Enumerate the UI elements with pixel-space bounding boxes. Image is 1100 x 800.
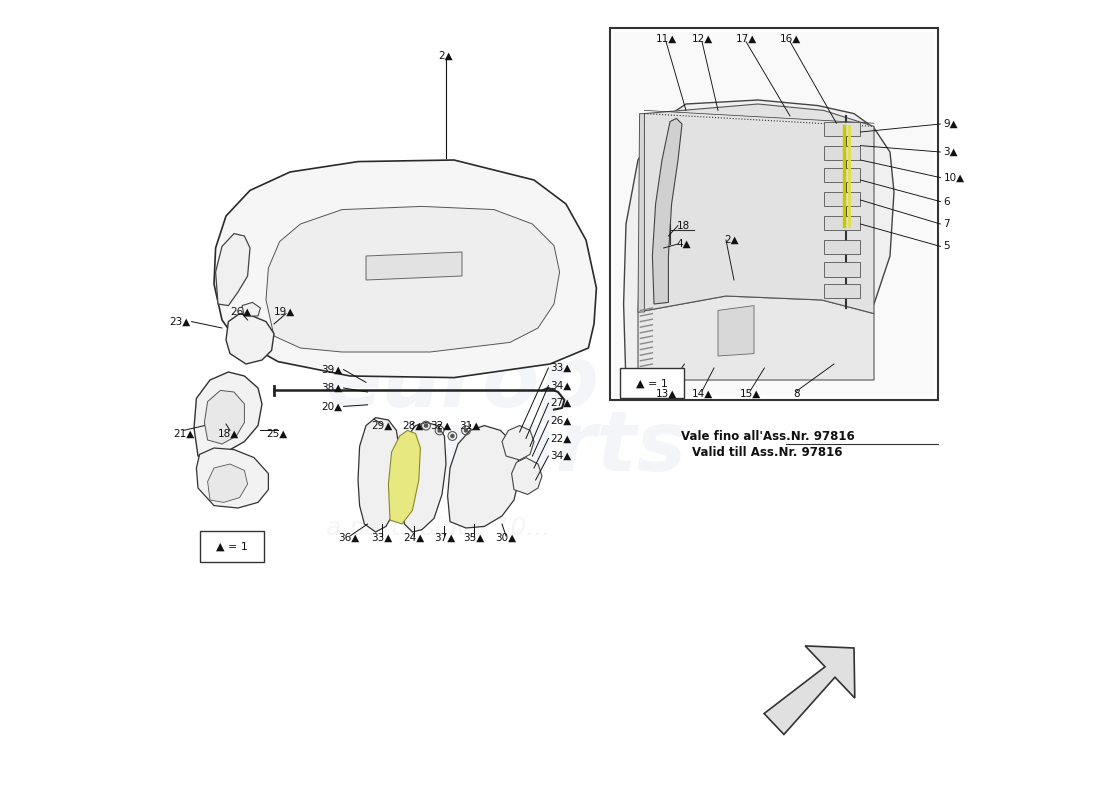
Text: 33▲: 33▲	[372, 533, 393, 542]
Text: 15▲: 15▲	[739, 389, 760, 398]
Circle shape	[438, 429, 441, 432]
Text: 10▲: 10▲	[944, 173, 965, 182]
Text: 33▲: 33▲	[550, 363, 571, 373]
Polygon shape	[226, 314, 274, 364]
Text: 7: 7	[944, 219, 950, 229]
Text: 14▲: 14▲	[692, 389, 713, 398]
Text: 24▲: 24▲	[404, 533, 425, 542]
Text: 21▲: 21▲	[173, 429, 195, 438]
Polygon shape	[208, 464, 248, 502]
Polygon shape	[824, 284, 860, 298]
Bar	[199, 531, 264, 562]
Text: 18▲: 18▲	[218, 429, 239, 438]
Polygon shape	[214, 160, 596, 378]
Text: 13▲: 13▲	[656, 389, 676, 398]
Polygon shape	[718, 306, 754, 356]
Polygon shape	[638, 104, 875, 314]
Bar	[614, 32, 934, 396]
Text: 26▲: 26▲	[230, 307, 251, 317]
Polygon shape	[824, 262, 860, 277]
Text: 3▲: 3▲	[944, 147, 958, 157]
Polygon shape	[194, 372, 262, 458]
Text: 20▲: 20▲	[321, 402, 342, 411]
Text: 29▲: 29▲	[372, 421, 393, 430]
Text: 19▲: 19▲	[274, 307, 295, 317]
Text: 18: 18	[676, 221, 690, 230]
Polygon shape	[638, 296, 875, 380]
Text: 5: 5	[944, 242, 950, 251]
Polygon shape	[197, 448, 268, 508]
Polygon shape	[448, 426, 519, 528]
Polygon shape	[402, 422, 446, 532]
Polygon shape	[638, 114, 645, 312]
Text: 30▲: 30▲	[495, 533, 517, 542]
Polygon shape	[824, 146, 860, 160]
Text: 32▲: 32▲	[430, 421, 451, 430]
Polygon shape	[266, 206, 560, 352]
Text: 26▲: 26▲	[550, 416, 571, 426]
Text: a parts since 10...: a parts since 10...	[326, 516, 550, 540]
Text: sparts: sparts	[390, 407, 686, 489]
Circle shape	[451, 434, 454, 438]
Text: 9▲: 9▲	[944, 119, 958, 129]
Polygon shape	[824, 168, 860, 182]
Text: 36▲: 36▲	[338, 533, 359, 542]
Bar	[620, 368, 684, 398]
Text: Valid till Ass.Nr. 97816: Valid till Ass.Nr. 97816	[692, 446, 843, 458]
Polygon shape	[205, 390, 244, 444]
Text: 16▲: 16▲	[780, 34, 801, 43]
Polygon shape	[366, 252, 462, 280]
Circle shape	[464, 429, 468, 432]
Polygon shape	[652, 118, 682, 304]
Polygon shape	[764, 646, 855, 734]
Text: 17▲: 17▲	[736, 34, 757, 43]
Text: 27▲: 27▲	[550, 398, 571, 408]
Polygon shape	[824, 216, 860, 230]
Polygon shape	[502, 426, 534, 460]
Text: 38▲: 38▲	[321, 383, 342, 393]
Text: 4▲: 4▲	[676, 239, 691, 249]
Text: 35▲: 35▲	[463, 533, 485, 542]
Text: 34▲: 34▲	[550, 451, 571, 461]
Text: 12▲: 12▲	[692, 34, 713, 43]
Text: 34▲: 34▲	[550, 381, 571, 390]
Text: 22▲: 22▲	[550, 434, 571, 443]
Polygon shape	[824, 192, 860, 206]
Text: 39▲: 39▲	[321, 365, 342, 374]
Polygon shape	[216, 234, 250, 306]
Text: europ: europ	[326, 343, 600, 425]
Text: 25▲: 25▲	[266, 429, 287, 438]
Polygon shape	[824, 122, 860, 136]
Polygon shape	[358, 418, 399, 532]
Text: 23▲: 23▲	[168, 317, 190, 326]
Text: 2▲: 2▲	[725, 235, 739, 245]
Text: 31▲: 31▲	[460, 421, 481, 430]
Text: 28▲: 28▲	[402, 421, 424, 430]
Text: 11▲: 11▲	[656, 34, 676, 43]
Text: 6: 6	[944, 197, 950, 206]
Polygon shape	[824, 240, 860, 254]
Polygon shape	[512, 458, 542, 494]
Text: ▲ = 1: ▲ = 1	[216, 542, 248, 551]
Text: Vale fino all'Ass.Nr. 97816: Vale fino all'Ass.Nr. 97816	[681, 430, 855, 442]
Text: 37▲: 37▲	[433, 533, 455, 542]
Polygon shape	[624, 100, 894, 384]
Text: ▲ = 1: ▲ = 1	[637, 378, 669, 388]
Text: 2▲: 2▲	[439, 51, 453, 61]
Polygon shape	[242, 302, 261, 316]
Text: 8: 8	[793, 389, 800, 398]
Bar	[610, 28, 938, 400]
Polygon shape	[388, 430, 420, 524]
Circle shape	[425, 424, 428, 427]
